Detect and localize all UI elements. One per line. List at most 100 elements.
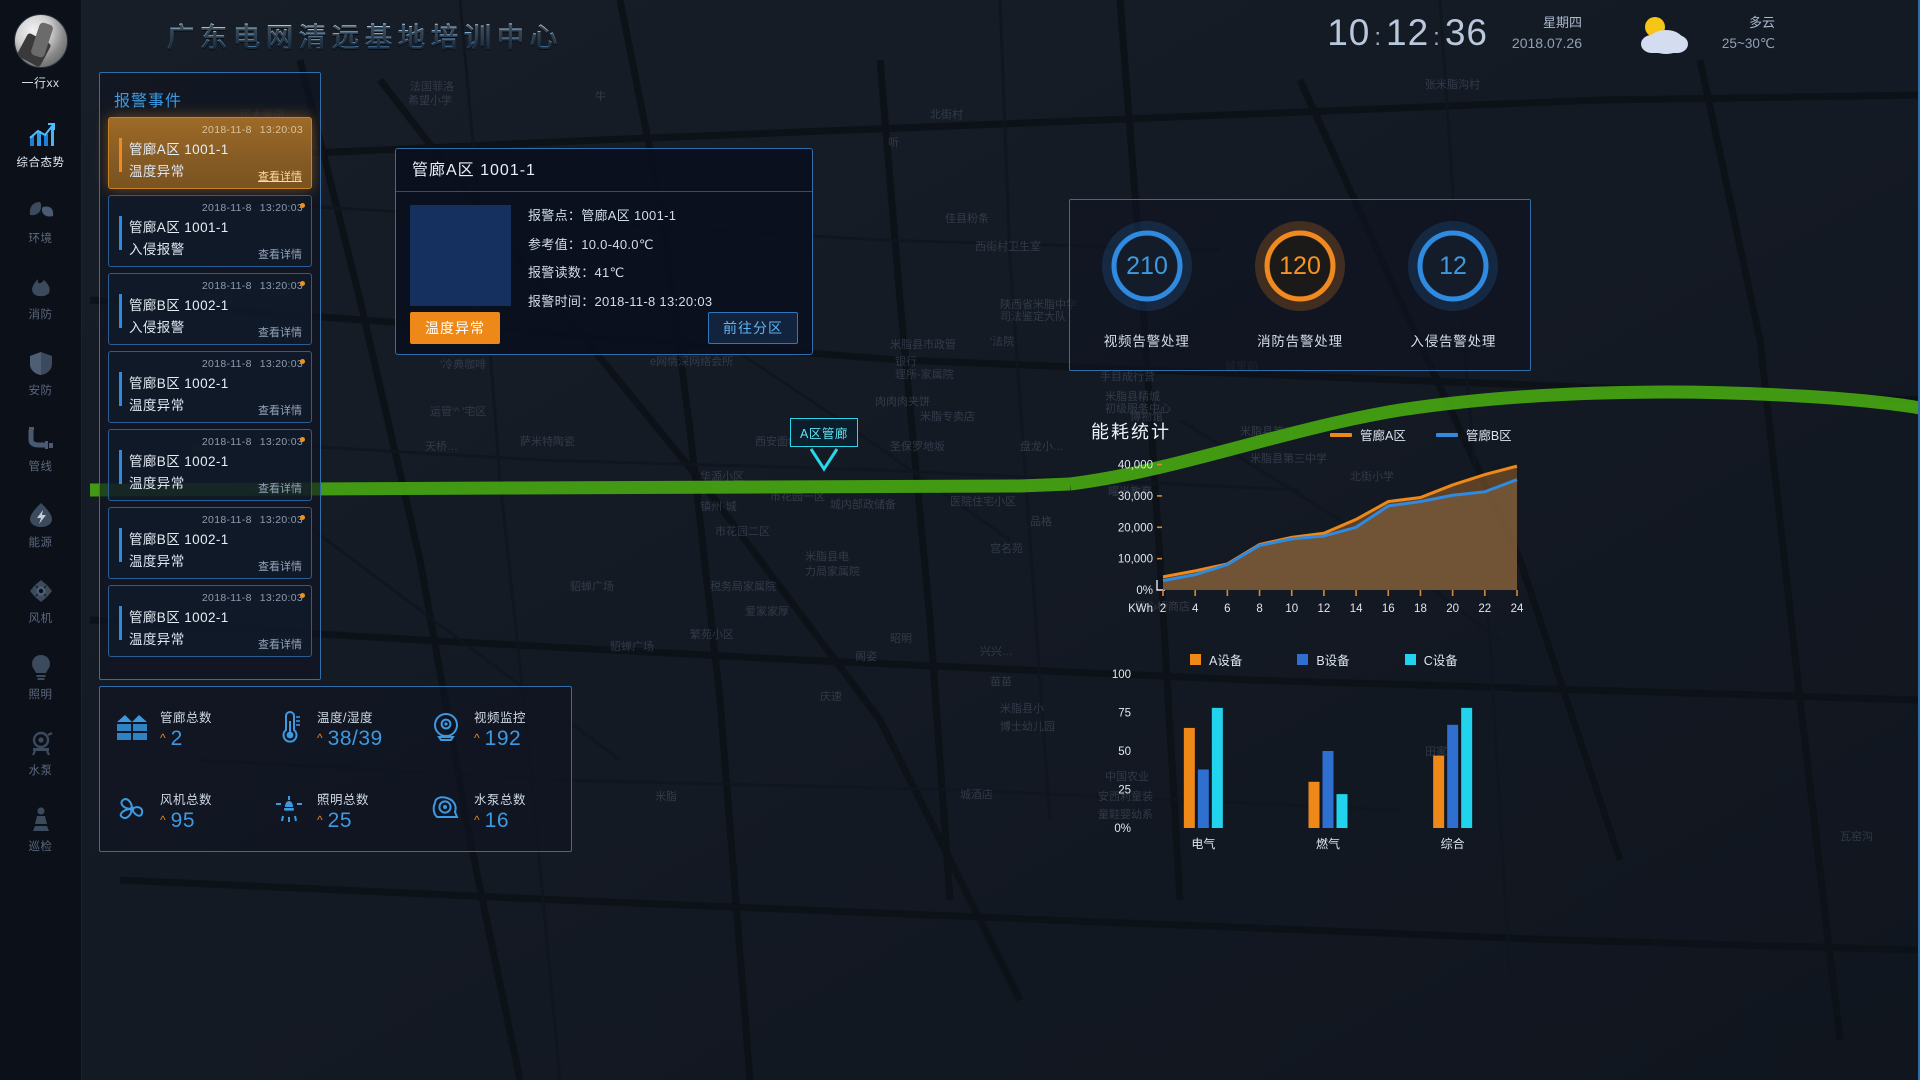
stat-value: 38/39: [327, 727, 383, 750]
sidebar-item-fire[interactable]: 消防: [0, 259, 81, 335]
marker-label: A区管廊: [790, 418, 858, 447]
sidebar-item-label: 安防: [28, 385, 53, 397]
svg-text:'冷典咖啡: '冷典咖啡: [440, 357, 486, 371]
gauge-ring-icon: 210: [1101, 221, 1192, 311]
legend-item[interactable]: 管廊B区: [1435, 425, 1512, 444]
list-item[interactable]: 2018-11-8 13:20:03 管廊A区 1001-1 温度异常 查看详情: [108, 117, 312, 189]
legend-label: 管廊A区: [1360, 429, 1406, 443]
alarm-time: 13:20:03: [259, 202, 303, 214]
stat-video-monitor[interactable]: 视频监控 ^ 192: [414, 687, 571, 769]
y-tick-label: 40,000: [1118, 460, 1153, 472]
gauge-label: 视频告警处理: [1103, 334, 1190, 349]
alarm-date: 2018-11-8: [201, 436, 252, 448]
stat-value: 95: [170, 809, 195, 832]
view-detail-link[interactable]: 查看详情: [258, 327, 302, 339]
stat-pump-total[interactable]: 水泵总数 ^ 16: [414, 769, 571, 851]
sidebar-item-patrol[interactable]: 巡检: [0, 791, 81, 867]
stat-label: 温度/湿度: [317, 711, 373, 725]
avatar: [13, 14, 68, 68]
svg-text:曜光教育: 曜光教育: [1108, 484, 1152, 498]
view-detail-link[interactable]: 查看详情: [258, 171, 302, 183]
clock: 10:12:36: [1327, 12, 1488, 54]
view-detail-link[interactable]: 查看详情: [258, 561, 302, 573]
sidebar-item-security[interactable]: 安防: [0, 335, 81, 411]
view-detail-link[interactable]: 查看详情: [258, 405, 302, 417]
field-value: 10.0-40.0℃: [581, 236, 654, 252]
map-marker-a-corridor[interactable]: A区管廊: [790, 418, 858, 477]
stat-fan-total[interactable]: 风机总数 ^ 95: [100, 769, 257, 851]
legend-item[interactable]: A设备: [1190, 650, 1242, 669]
list-item[interactable]: 2018-11-8 13:20:03 管廊B区 1002-1 温度异常 查看详情: [108, 507, 312, 579]
stat-value: 25: [327, 809, 352, 832]
gauge-intrusion-alarms[interactable]: 12 入侵告警处理: [1378, 216, 1528, 350]
svg-text:力局家属院: 力局家属院: [805, 564, 860, 578]
weather-desc: 多云: [1748, 15, 1775, 30]
view-detail-link[interactable]: 查看详情: [258, 639, 302, 651]
camera-icon: [427, 709, 465, 747]
x-tick-label: 燃气: [1316, 836, 1340, 851]
stat-label: 风机总数: [160, 793, 213, 807]
sidebar-item-waterpump[interactable]: 水泵: [0, 715, 81, 791]
list-item[interactable]: 2018-11-8 13:20:03 管廊B区 1002-1 温度异常 查看详情: [108, 585, 312, 657]
svg-text:繁苑小区: 繁苑小区: [690, 627, 734, 641]
stat-temp-humidity[interactable]: 温度/湿度 ^ 38/39: [257, 687, 414, 769]
popup-field-list: 报警点：管廊A区 1001-1 参考值：10.0-40.0℃ 报警读数：41℃ …: [528, 205, 798, 319]
sidebar-item-fan[interactable]: 风机: [0, 563, 81, 639]
user-profile[interactable]: 一行xx: [13, 14, 68, 91]
legend-swatch: [1297, 654, 1309, 665]
alarm-code: 管廊A区 1001-1: [129, 142, 229, 157]
svg-text:市花园二区: 市花园二区: [715, 524, 770, 538]
popup-field-row: 参考值：10.0-40.0℃: [528, 234, 798, 253]
svg-text:医院住宅小区: 医院住宅小区: [950, 494, 1016, 508]
energy-chart-title: 能耗统计: [1091, 422, 1171, 442]
device-bar-legend: A设备 B设备 C设备: [1190, 650, 1458, 669]
alarm-kind: 温度异常: [129, 164, 185, 179]
x-tick-label: 14: [1350, 603, 1363, 615]
sidebar-item-label: 综合态势: [16, 157, 65, 169]
device-bar-chart[interactable]: 0% 25 50 75 100 电气 燃气 综合: [1085, 662, 1525, 862]
stat-label: 视频监控: [474, 711, 527, 725]
leaf-icon: [26, 196, 56, 226]
svg-text:兴兴…: 兴兴…: [980, 645, 1013, 658]
new-alarm-dot: [300, 203, 305, 208]
view-detail-link[interactable]: 查看详情: [258, 483, 302, 495]
svg-text:城内部政储备: 城内部政储备: [830, 497, 896, 511]
alarm-type-button[interactable]: 温度异常: [410, 312, 500, 344]
view-detail-link[interactable]: 查看详情: [258, 249, 302, 261]
alarm-time: 13:20:03: [259, 514, 303, 526]
sidebar-item-lighting[interactable]: 照明: [0, 639, 81, 715]
list-item[interactable]: 2018-11-8 13:20:03 管廊B区 1002-1 温度异常 查看详情: [108, 351, 312, 423]
goto-zone-button[interactable]: 前往分区: [708, 312, 798, 344]
svg-text:陕西省米脂中学: 陕西省米脂中学: [1000, 297, 1077, 311]
gauge-fire-alarms[interactable]: 120 消防告警处理: [1225, 216, 1375, 350]
x-tick-label: 22: [1478, 603, 1491, 615]
alarm-kind: 温度异常: [129, 398, 185, 413]
sidebar-item-label: 环境: [28, 233, 53, 245]
svg-text:运管'^ '宅区: 运管'^ '宅区: [430, 404, 486, 418]
legend-item[interactable]: 管廊A区: [1330, 425, 1406, 444]
energy-chart-legend: 管廊A区 管廊B区: [1330, 425, 1512, 444]
severity-bar: [119, 528, 122, 562]
severity-bar: [119, 606, 122, 640]
sidebar-item-energy[interactable]: 能源: [0, 487, 81, 563]
list-item[interactable]: 2018-11-8 13:20:03 管廊B区 1002-1 入侵报警 查看详情: [108, 273, 312, 345]
alarm-date: 2018-11-8: [201, 358, 252, 370]
x-tick-label: 4: [1192, 603, 1199, 615]
stat-corridor-total[interactable]: 管廊总数 ^ 2: [100, 687, 257, 769]
list-item[interactable]: 2018-11-8 13:20:03 管廊A区 1001-1 入侵报警 查看详情: [108, 195, 312, 267]
waterpump-icon: [26, 728, 56, 758]
gauge-video-alarms[interactable]: 210 视频告警处理: [1072, 216, 1222, 350]
alarm-thumbnail[interactable]: [410, 205, 511, 306]
stat-label: 管廊总数: [160, 711, 213, 725]
bar: [1322, 751, 1334, 828]
sidebar-item-comprehensive[interactable]: 综合态势: [0, 107, 81, 183]
stat-lighting-total[interactable]: 照明总数 ^ 25: [257, 769, 414, 851]
legend-item[interactable]: C设备: [1404, 650, 1458, 669]
sidebar-item-pipeline[interactable]: 管线: [0, 411, 81, 487]
legend-item[interactable]: B设备: [1297, 650, 1350, 669]
stat-value: 16: [484, 809, 509, 832]
list-item[interactable]: 2018-11-8 13:20:03 管廊B区 1002-1 温度异常 查看详情: [108, 429, 312, 501]
legend-swatch: [1330, 432, 1352, 437]
sidebar-item-environment[interactable]: 环境: [0, 183, 81, 259]
